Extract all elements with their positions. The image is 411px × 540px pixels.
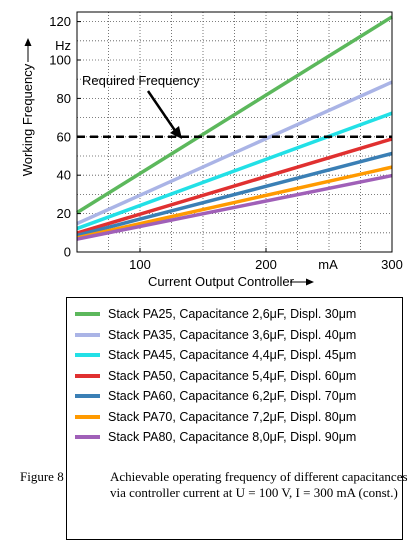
legend-swatch	[75, 394, 100, 399]
series-line-7	[76, 173, 393, 241]
caption-text: Achievable operating frequency of differ…	[110, 469, 408, 500]
series-line-5	[76, 151, 393, 238]
reference-line-group: Required Frequency	[77, 73, 392, 139]
chart: Required Frequency 0 20 40 60 80 100 120 100 200…	[20, 11, 403, 289]
legend-swatch	[75, 435, 100, 440]
series-lines	[76, 15, 393, 241]
annotation-arrow-shaft	[146, 90, 178, 133]
legend-label: Stack PA35, Capacitance 3,6μF, Displ. 40…	[108, 327, 357, 342]
legend-item-3: Stack PA45, Capacitance 4,4μF, Displ. 45…	[75, 345, 402, 366]
legend-swatch	[75, 414, 100, 419]
legend-label: Stack PA70, Capacitance 7,2μF, Displ. 80…	[108, 409, 357, 424]
legend-label: Stack PA50, Capacitance 5,4μF, Displ. 60…	[108, 368, 357, 383]
legend-item-1: Stack PA25, Capacitance 2,6μF, Displ. 30…	[75, 304, 402, 325]
x-tick-label: 300	[381, 257, 403, 272]
plot-frame	[76, 11, 393, 253]
legend-swatch	[75, 312, 100, 317]
y-tick-label: 0	[64, 245, 71, 260]
y-axis-arrow-head	[24, 38, 32, 46]
legend-item-6: Stack PA70, Capacitance 7,2μF, Displ. 80…	[75, 407, 402, 428]
reference-line-label: Required Frequency	[82, 73, 200, 88]
y-axis-unit: Hz	[55, 38, 71, 53]
legend-item-4: Stack PA50, Capacitance 5,4μF, Displ. 60…	[75, 366, 402, 387]
y-tick-label: 20	[57, 206, 71, 221]
legend-swatch	[75, 353, 100, 358]
legend-item-5: Stack PA60, Capacitance 6,2μF, Displ. 70…	[75, 386, 402, 407]
legend-item-7: Stack PA80, Capacitance 8,0μF, Displ. 90…	[75, 427, 402, 448]
legend-label: Stack PA45, Capacitance 4,4μF, Displ. 45…	[108, 348, 357, 363]
x-axis-unit: mA	[318, 257, 338, 272]
series-line-6	[76, 165, 393, 240]
x-tick-label: 100	[129, 257, 151, 272]
series-line-4	[76, 137, 393, 235]
axis-labels: Hz Working Frequency mA Current Output Cont…	[20, 38, 338, 289]
legend-label: Stack PA25, Capacitance 2,6μF, Displ. 30…	[108, 307, 357, 322]
y-tick-label: 100	[49, 53, 71, 68]
y-tick-label: 80	[57, 91, 71, 106]
annotation-arrow-head	[170, 126, 182, 139]
series-line-3	[76, 111, 393, 231]
y-tick-label: 40	[57, 168, 71, 183]
legend-item-2: Stack PA35, Capacitance 3,6μF, Displ. 40…	[75, 325, 402, 346]
series-line-2	[76, 80, 393, 226]
x-axis-label: Current Output Controller	[148, 274, 295, 289]
legend-swatch	[75, 373, 100, 378]
tick-labels: 0 20 40 60 80 100 120 100 200 300	[49, 14, 403, 272]
legend-label: Stack PA60, Capacitance 6,2μF, Displ. 70…	[108, 389, 357, 404]
legend-swatch	[75, 332, 100, 337]
y-axis-label: Working Frequency	[20, 63, 35, 176]
y-tick-label: 60	[57, 129, 71, 144]
x-axis-arrow-head	[306, 278, 314, 286]
y-tick-label: 120	[49, 14, 71, 29]
caption-label: Figure 8	[20, 469, 64, 484]
legend: Stack PA25, Capacitance 2,6μF, Displ. 30…	[66, 297, 403, 540]
x-tick-label: 200	[255, 257, 277, 272]
grid	[77, 12, 392, 252]
series-line-1	[76, 15, 393, 215]
legend-label: Stack PA80, Capacitance 8,0μF, Displ. 90…	[108, 430, 357, 445]
